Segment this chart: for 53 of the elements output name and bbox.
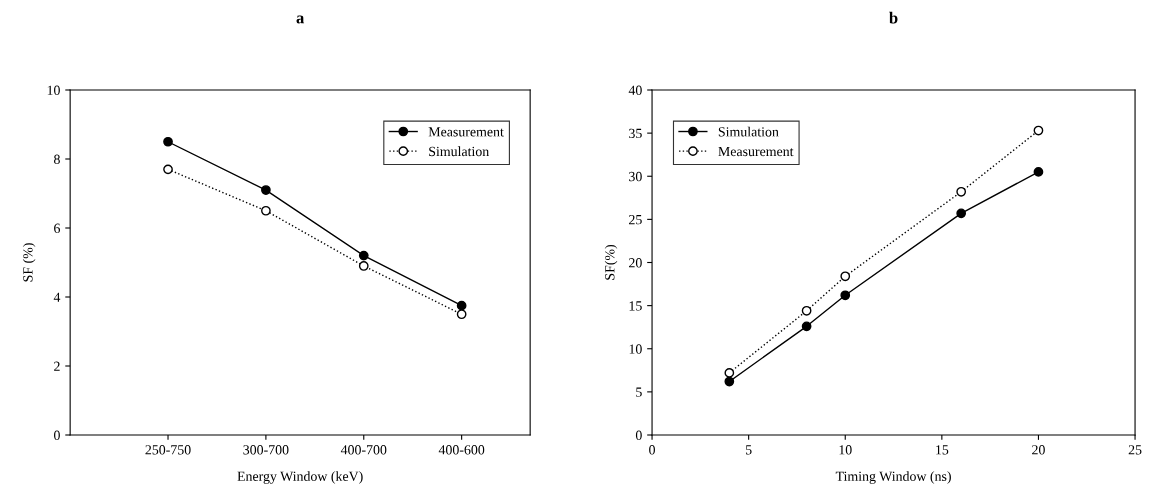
y-tick-label: 0 (635, 430, 642, 440)
x-tick-label: 0 (649, 445, 655, 455)
point (956, 208, 967, 219)
x-tick-label: 300-700 (243, 445, 289, 455)
x-tick-label: 400-700 (340, 445, 387, 455)
y-tick-label: 8 (54, 154, 60, 164)
x-tick-label: 20 (1032, 445, 1045, 455)
y-tick-label: 0 (54, 430, 60, 440)
y-tick-label: 10 (47, 85, 60, 95)
y-tick-label: 15 (629, 301, 642, 311)
x-tick-label: 15 (936, 445, 949, 455)
y-tick-label: 35 (629, 128, 642, 139)
point (840, 271, 851, 282)
point (956, 186, 967, 197)
y-tick-label: 5 (636, 387, 642, 397)
x-tick-label: 400-600 (438, 445, 485, 455)
point (1033, 167, 1044, 177)
y-tick-label: 6 (54, 223, 61, 233)
y-tick-label: 20 (629, 258, 642, 268)
point (1033, 125, 1044, 136)
point (261, 205, 271, 216)
point (840, 290, 851, 301)
point (358, 250, 369, 261)
chart-title: b (889, 11, 898, 24)
legend-label: Measurement (718, 146, 794, 157)
x-tick-label: 10 (839, 445, 852, 455)
chart-title: a (296, 15, 305, 24)
y-axis-title: SF(%) (604, 244, 618, 280)
y-tick-label: 25 (629, 215, 642, 225)
point (456, 300, 467, 311)
y-tick-label: 10 (629, 344, 642, 354)
point (724, 376, 735, 387)
y-tick-label: 30 (629, 171, 642, 182)
point (163, 136, 173, 147)
y-tick-label: 40 (628, 85, 642, 95)
point (358, 261, 369, 271)
x-tick-label: 5 (745, 445, 752, 455)
y-tick-label: 4 (53, 292, 61, 302)
point (456, 309, 467, 320)
x-tick-label: 250-750 (145, 445, 191, 455)
point (261, 185, 271, 195)
x-axis-title: Timing Window (ns) (835, 471, 951, 484)
legend-label: Simulation (429, 146, 490, 157)
legend-label: Measurement (428, 127, 504, 137)
legend-label: Simulation (718, 126, 779, 137)
x-axis-title: Energy Window (keV) (237, 471, 363, 484)
y-axis-title: SF (%) (22, 243, 36, 282)
point (801, 305, 812, 316)
x-tick-label: 25 (1128, 445, 1142, 455)
point (801, 321, 812, 332)
point (163, 164, 173, 175)
point (724, 368, 735, 378)
y-tick-label: 2 (54, 361, 60, 371)
